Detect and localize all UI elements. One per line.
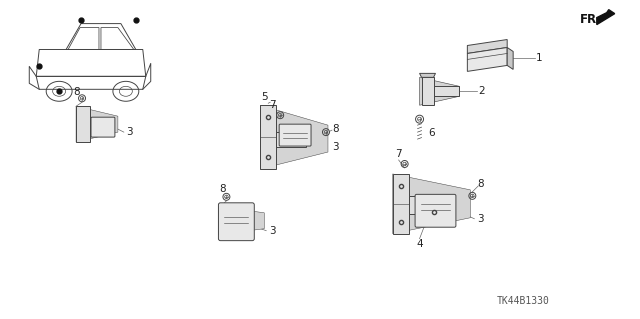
- FancyBboxPatch shape: [91, 117, 115, 137]
- Polygon shape: [507, 48, 513, 70]
- Polygon shape: [393, 174, 408, 234]
- FancyBboxPatch shape: [415, 194, 456, 227]
- Text: 7: 7: [396, 149, 402, 159]
- Text: TK44B1330: TK44B1330: [497, 296, 550, 306]
- Polygon shape: [467, 40, 507, 54]
- Polygon shape: [276, 132, 306, 147]
- FancyBboxPatch shape: [218, 203, 254, 241]
- Text: 6: 6: [428, 128, 435, 138]
- Text: 5: 5: [261, 92, 268, 102]
- Text: 3: 3: [477, 214, 484, 224]
- Text: 1: 1: [536, 54, 542, 63]
- Text: 7: 7: [269, 100, 276, 110]
- Text: 8: 8: [477, 179, 484, 189]
- Polygon shape: [260, 105, 328, 169]
- Polygon shape: [422, 78, 433, 105]
- Polygon shape: [467, 48, 507, 71]
- Polygon shape: [596, 10, 614, 25]
- Polygon shape: [408, 196, 447, 214]
- Text: 4: 4: [416, 239, 423, 249]
- Polygon shape: [420, 73, 435, 78]
- Text: 3: 3: [269, 226, 276, 236]
- Text: 8: 8: [333, 124, 339, 134]
- Polygon shape: [218, 207, 264, 235]
- Polygon shape: [260, 105, 276, 169]
- Text: 8: 8: [73, 87, 79, 97]
- Polygon shape: [420, 78, 460, 105]
- Text: 2: 2: [478, 86, 484, 96]
- Polygon shape: [393, 174, 470, 234]
- Polygon shape: [433, 86, 460, 96]
- Text: 3: 3: [333, 142, 339, 152]
- Text: FR.: FR.: [580, 13, 602, 26]
- Polygon shape: [76, 106, 118, 142]
- Text: 8: 8: [219, 184, 226, 194]
- Text: 3: 3: [127, 127, 133, 137]
- FancyBboxPatch shape: [279, 124, 311, 146]
- Polygon shape: [76, 106, 90, 142]
